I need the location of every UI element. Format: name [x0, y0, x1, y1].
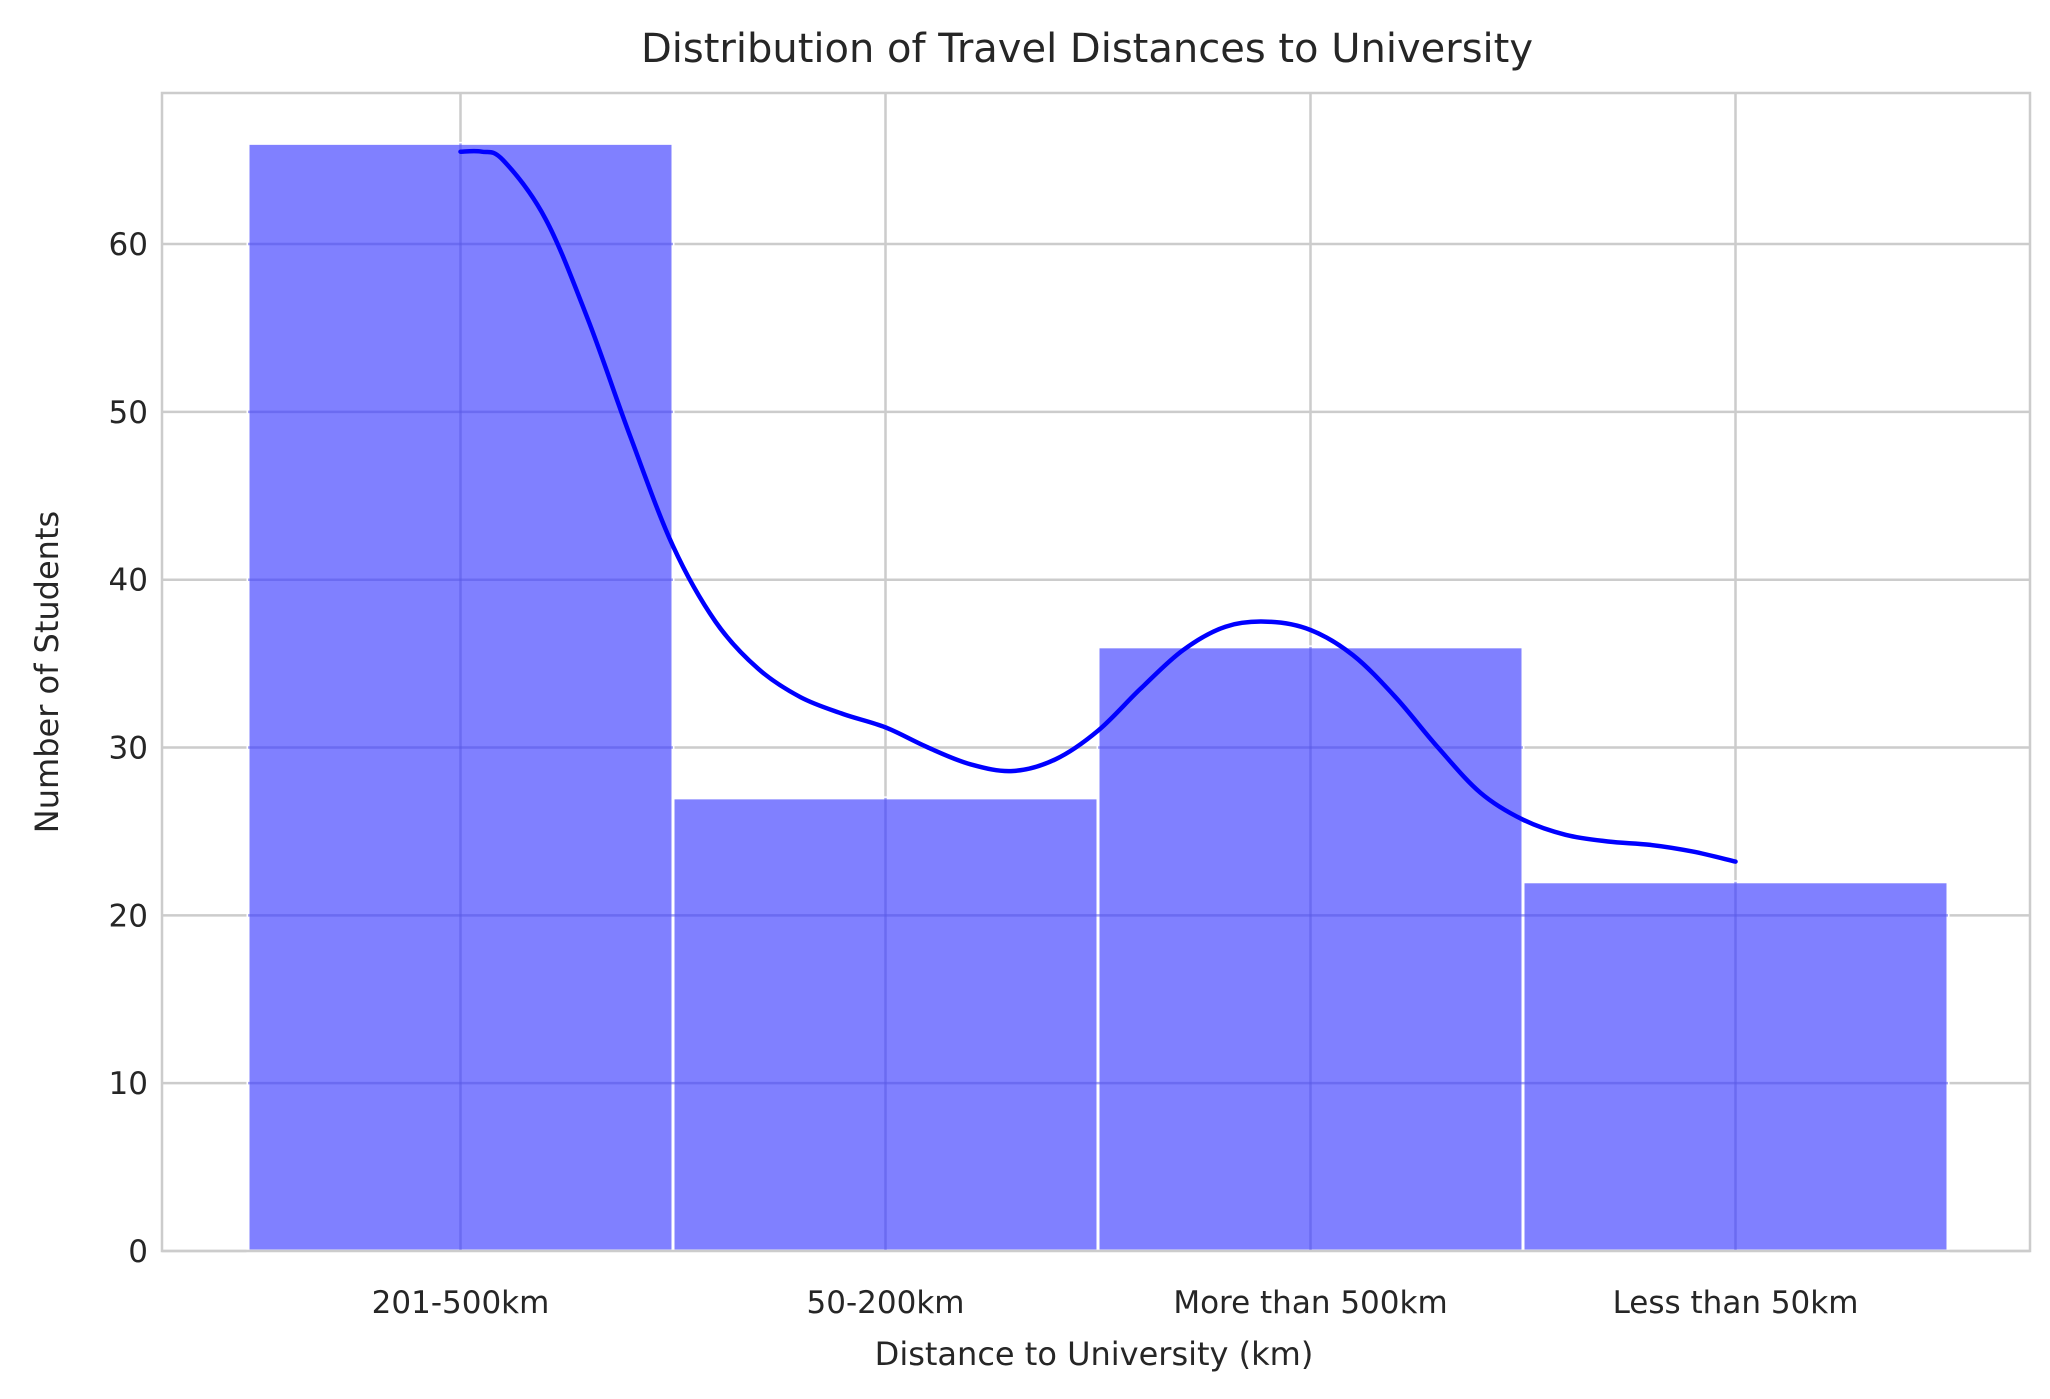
x-tick-label: Less than 50km	[1613, 1285, 1859, 1321]
chart-title: Distribution of Travel Distances to Univ…	[641, 26, 1533, 72]
plot-frame	[160, 91, 2032, 1253]
x-tick-label: 201-500km	[372, 1285, 550, 1321]
y-tick-label: 40	[109, 563, 148, 599]
kde-curve	[458, 148, 1738, 864]
y-axis-label: Number of Students	[28, 511, 66, 833]
y-tick-label: 50	[109, 395, 148, 431]
x-tick-label: More than 500km	[1173, 1285, 1447, 1321]
x-tick-labels: 201-500km 50-200km More than 500km Less tha…	[372, 1285, 1859, 1321]
y-tick-label: 20	[109, 898, 148, 934]
y-tick-label: 10	[109, 1066, 148, 1102]
x-tick-label: 50-200km	[807, 1285, 965, 1321]
x-axis-label: Distance to University (km)	[875, 1335, 1314, 1373]
y-tick-label: 30	[109, 731, 148, 767]
y-tick-label: 60	[109, 227, 148, 263]
y-tick-labels: 0 10 20 30 40 50 60	[109, 227, 148, 1270]
y-tick-label: 0	[128, 1234, 148, 1270]
vertical-grid-overlay	[248, 143, 1948, 1251]
